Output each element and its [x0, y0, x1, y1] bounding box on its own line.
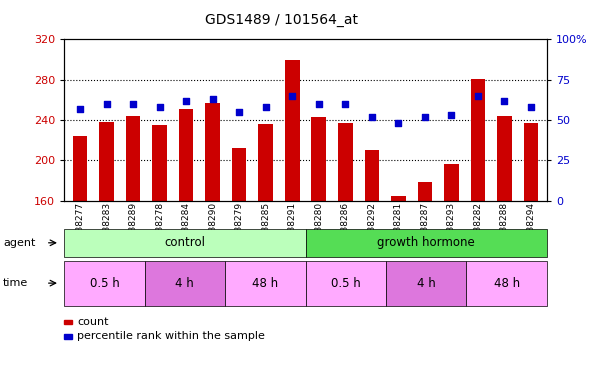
Point	[287, 93, 297, 99]
Point	[155, 104, 164, 110]
Bar	[312, 117, 326, 201]
Point	[393, 120, 403, 126]
Bar	[232, 148, 246, 201]
Bar	[258, 124, 273, 201]
Text: GDS1489 / 101564_at: GDS1489 / 101564_at	[205, 13, 357, 27]
Text: 4 h: 4 h	[417, 277, 436, 290]
Point	[526, 104, 536, 110]
Bar	[100, 122, 114, 201]
Point	[261, 104, 271, 110]
Point	[314, 101, 324, 107]
Bar	[338, 123, 353, 201]
Bar	[391, 196, 406, 201]
Text: 0.5 h: 0.5 h	[89, 277, 119, 290]
Point	[367, 114, 377, 120]
Point	[447, 112, 456, 118]
Text: count: count	[77, 317, 109, 327]
Bar	[126, 116, 141, 201]
Text: 48 h: 48 h	[494, 277, 520, 290]
Point	[75, 106, 85, 112]
Text: time: time	[3, 278, 28, 288]
Bar	[179, 109, 194, 201]
Bar	[73, 136, 87, 201]
Point	[340, 101, 350, 107]
Bar	[524, 123, 538, 201]
Point	[420, 114, 430, 120]
Text: 4 h: 4 h	[175, 277, 194, 290]
Text: percentile rank within the sample: percentile rank within the sample	[77, 331, 265, 341]
Text: growth hormone: growth hormone	[378, 236, 475, 249]
Bar	[417, 183, 432, 201]
Point	[101, 101, 111, 107]
Point	[208, 96, 218, 102]
Bar	[205, 103, 220, 201]
Point	[128, 101, 138, 107]
Bar	[285, 60, 299, 201]
Point	[181, 98, 191, 104]
Point	[473, 93, 483, 99]
Point	[500, 98, 510, 104]
Bar	[470, 79, 485, 201]
Text: 0.5 h: 0.5 h	[331, 277, 360, 290]
Text: 48 h: 48 h	[252, 277, 279, 290]
Bar	[497, 116, 511, 201]
Bar	[365, 150, 379, 201]
Bar	[152, 125, 167, 201]
Text: agent: agent	[3, 238, 35, 248]
Point	[234, 109, 244, 115]
Bar	[444, 164, 459, 201]
Text: control: control	[164, 236, 205, 249]
